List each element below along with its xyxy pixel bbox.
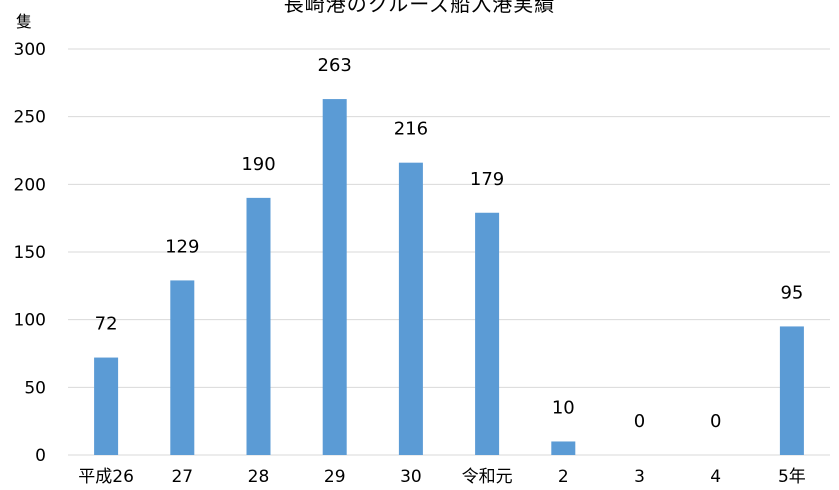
gridlines — [68, 48, 830, 456]
y-tick-label: 50 — [24, 378, 46, 398]
x-category-label: 30 — [400, 467, 422, 487]
x-category-label: 27 — [171, 467, 193, 487]
y-tick-label: 300 — [14, 40, 46, 60]
data-label: 0 — [634, 411, 645, 432]
data-label: 179 — [470, 169, 504, 190]
chart-title: 長崎港のクルーズ船入港実績 — [283, 0, 556, 16]
bar — [246, 197, 271, 455]
bars — [94, 99, 804, 455]
data-label: 129 — [165, 236, 199, 257]
y-tick-label: 250 — [14, 108, 46, 128]
bar — [551, 441, 576, 455]
y-tick-label: 0 — [35, 446, 46, 466]
bar — [398, 162, 423, 455]
data-label: 190 — [241, 154, 275, 175]
x-axis-categories: 平成26 27 28 29 30 令和元 2 3 4 5年 — [78, 467, 806, 487]
y-tick-label: 200 — [14, 175, 46, 195]
y-tick-label: 150 — [14, 243, 46, 263]
x-category-label: 29 — [324, 467, 346, 487]
data-label: 95 — [780, 282, 803, 303]
x-category-label: 3 — [634, 467, 645, 487]
bar — [322, 99, 347, 455]
y-axis-ticks: 0 50 100 150 200 250 300 — [14, 40, 46, 466]
x-category-label: 28 — [248, 467, 270, 487]
y-tick-label: 100 — [14, 311, 46, 331]
x-category-label: 4 — [710, 467, 721, 487]
data-label: 216 — [394, 119, 428, 140]
bar — [170, 280, 195, 455]
data-label: 0 — [710, 411, 721, 432]
x-category-label: 5年 — [778, 467, 806, 487]
data-label: 10 — [552, 397, 575, 418]
bar — [475, 212, 500, 455]
data-labels: 72 129 190 263 216 179 10 0 0 95 — [95, 55, 804, 432]
bar — [779, 326, 804, 455]
x-category-label: 令和元 — [462, 467, 513, 487]
data-label: 263 — [318, 55, 352, 76]
bar — [94, 357, 119, 455]
data-label: 72 — [95, 314, 118, 335]
x-category-label: 2 — [558, 467, 569, 487]
y-axis-unit-label: 隻 — [16, 12, 33, 31]
x-category-label: 平成26 — [78, 467, 134, 487]
